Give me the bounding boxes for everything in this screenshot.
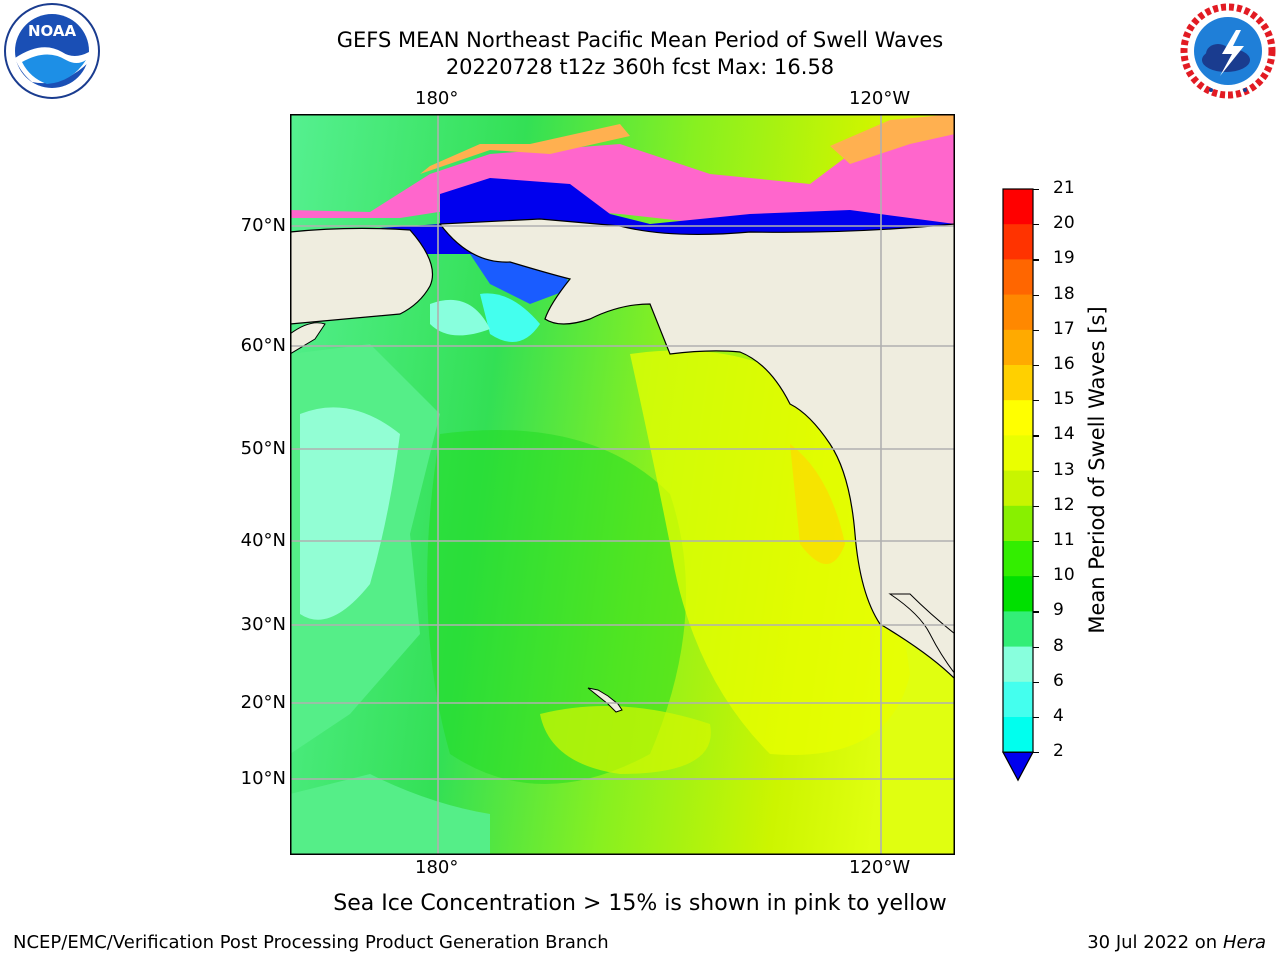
colorbar-axis-label: Mean Period of Swell Waves [s]: [1085, 306, 1109, 634]
colorbar-segment: [1003, 329, 1033, 366]
graticule: [290, 114, 955, 855]
lat-label-70n: 70°N: [240, 215, 286, 236]
lat-label-50n: 50°N: [240, 438, 286, 459]
footer-host: Hera: [1222, 932, 1266, 953]
colorbar-tick-mark: [1033, 611, 1039, 613]
colorbar: [1001, 188, 1035, 782]
colorbar-segment: [1003, 611, 1033, 648]
colorbar-tick-label: 10: [1053, 565, 1075, 586]
colorbar-tick-mark: [1033, 681, 1039, 683]
colorbar-tick-label: 17: [1053, 318, 1075, 339]
colorbar-segment: [1003, 224, 1033, 260]
nws-logo-icon: [1180, 3, 1276, 99]
colorbar-extend-arrow: [1001, 751, 1035, 782]
colorbar-segment: [1003, 576, 1033, 612]
colorbar-segment: [1003, 259, 1033, 296]
colorbar-segment: [1003, 470, 1033, 507]
colorbar-tick-mark: [1033, 294, 1039, 296]
lat-label-10n: 10°N: [240, 768, 286, 789]
colorbar-tick-label: 4: [1053, 706, 1064, 726]
noaa-logo-text: NOAA: [28, 22, 77, 40]
colorbar-tick-label: 2: [1053, 741, 1064, 762]
colorbar-tick-label: 12: [1053, 494, 1075, 515]
colorbar-tick-label: 18: [1053, 283, 1075, 304]
lon-label-bottom-180: 180°: [415, 857, 459, 878]
colorbar-segment: [1003, 717, 1033, 753]
colorbar-tick-mark: [1033, 365, 1039, 367]
lat-label-60n: 60°N: [240, 335, 286, 356]
colorbar-tick-mark: [1033, 576, 1039, 578]
footer-left: NCEP/EMC/Verification Post Processing Pr…: [13, 932, 609, 953]
lon-label-top-180: 180°: [415, 88, 459, 109]
colorbar-segment: [1003, 400, 1033, 436]
chart-title: GEFS MEAN Northeast Pacific Mean Period …: [336, 28, 944, 52]
colorbar-tick-label: 11: [1053, 530, 1075, 550]
colorbar-tick-mark: [1033, 646, 1039, 648]
colorbar-tick-mark: [1033, 400, 1039, 402]
colorbar-tick-label: 13: [1053, 459, 1075, 480]
colorbar-segment: [1003, 365, 1033, 401]
lat-label-40n: 40°N: [240, 530, 286, 551]
chart-subtitle: 20220728 t12z 360h fcst Max: 16.58: [445, 55, 835, 79]
footer-date: 30 Jul 2022 on: [1087, 932, 1223, 953]
colorbar-tick-label: 19: [1053, 248, 1075, 269]
colorbar-tick-mark: [1033, 505, 1039, 507]
colorbar-tick-label: 15: [1053, 389, 1075, 410]
colorbar-tick-mark: [1033, 541, 1039, 543]
colorbar-tick-mark: [1033, 224, 1039, 226]
footer-right: 30 Jul 2022 on Hera: [1087, 932, 1266, 953]
colorbar-tick-mark: [1033, 717, 1039, 719]
colorbar-tick-label: 6: [1053, 670, 1064, 691]
colorbar-segment: [1003, 681, 1033, 718]
colorbar-tick-label: 21: [1053, 178, 1075, 198]
lat-label-30n: 30°N: [240, 614, 286, 635]
colorbar-segment: [1003, 294, 1033, 331]
colorbar-tick-label: 16: [1053, 354, 1075, 374]
sea-ice-note: Sea Ice Concentration > 15% is shown in …: [333, 891, 947, 916]
colorbar-segment: [1003, 189, 1033, 225]
colorbar-tick-label: 20: [1053, 213, 1075, 234]
colorbar-tick-label: 9: [1053, 600, 1064, 621]
colorbar-tick-mark: [1033, 189, 1039, 191]
colorbar-segment: [1003, 646, 1033, 683]
colorbar-tick-mark: [1033, 470, 1039, 472]
colorbar-tick-mark: [1033, 329, 1039, 331]
colorbar-segment: [1003, 435, 1033, 472]
colorbar-segment: [1003, 541, 1033, 577]
colorbar-segment: [1003, 505, 1033, 542]
colorbar-tick-mark: [1033, 259, 1039, 261]
colorbar-tick-label: 14: [1053, 424, 1075, 445]
noaa-logo-icon: NOAA: [4, 3, 100, 99]
swell-period-map: [290, 114, 955, 855]
lat-label-20n: 20°N: [240, 692, 286, 713]
lon-label-top-120w: 120°W: [849, 88, 911, 109]
colorbar-tick-mark: [1033, 435, 1039, 437]
colorbar-tick-label: 8: [1053, 635, 1064, 656]
colorbar-tick-mark: [1033, 752, 1039, 754]
lon-label-bottom-120w: 120°W: [849, 857, 911, 878]
